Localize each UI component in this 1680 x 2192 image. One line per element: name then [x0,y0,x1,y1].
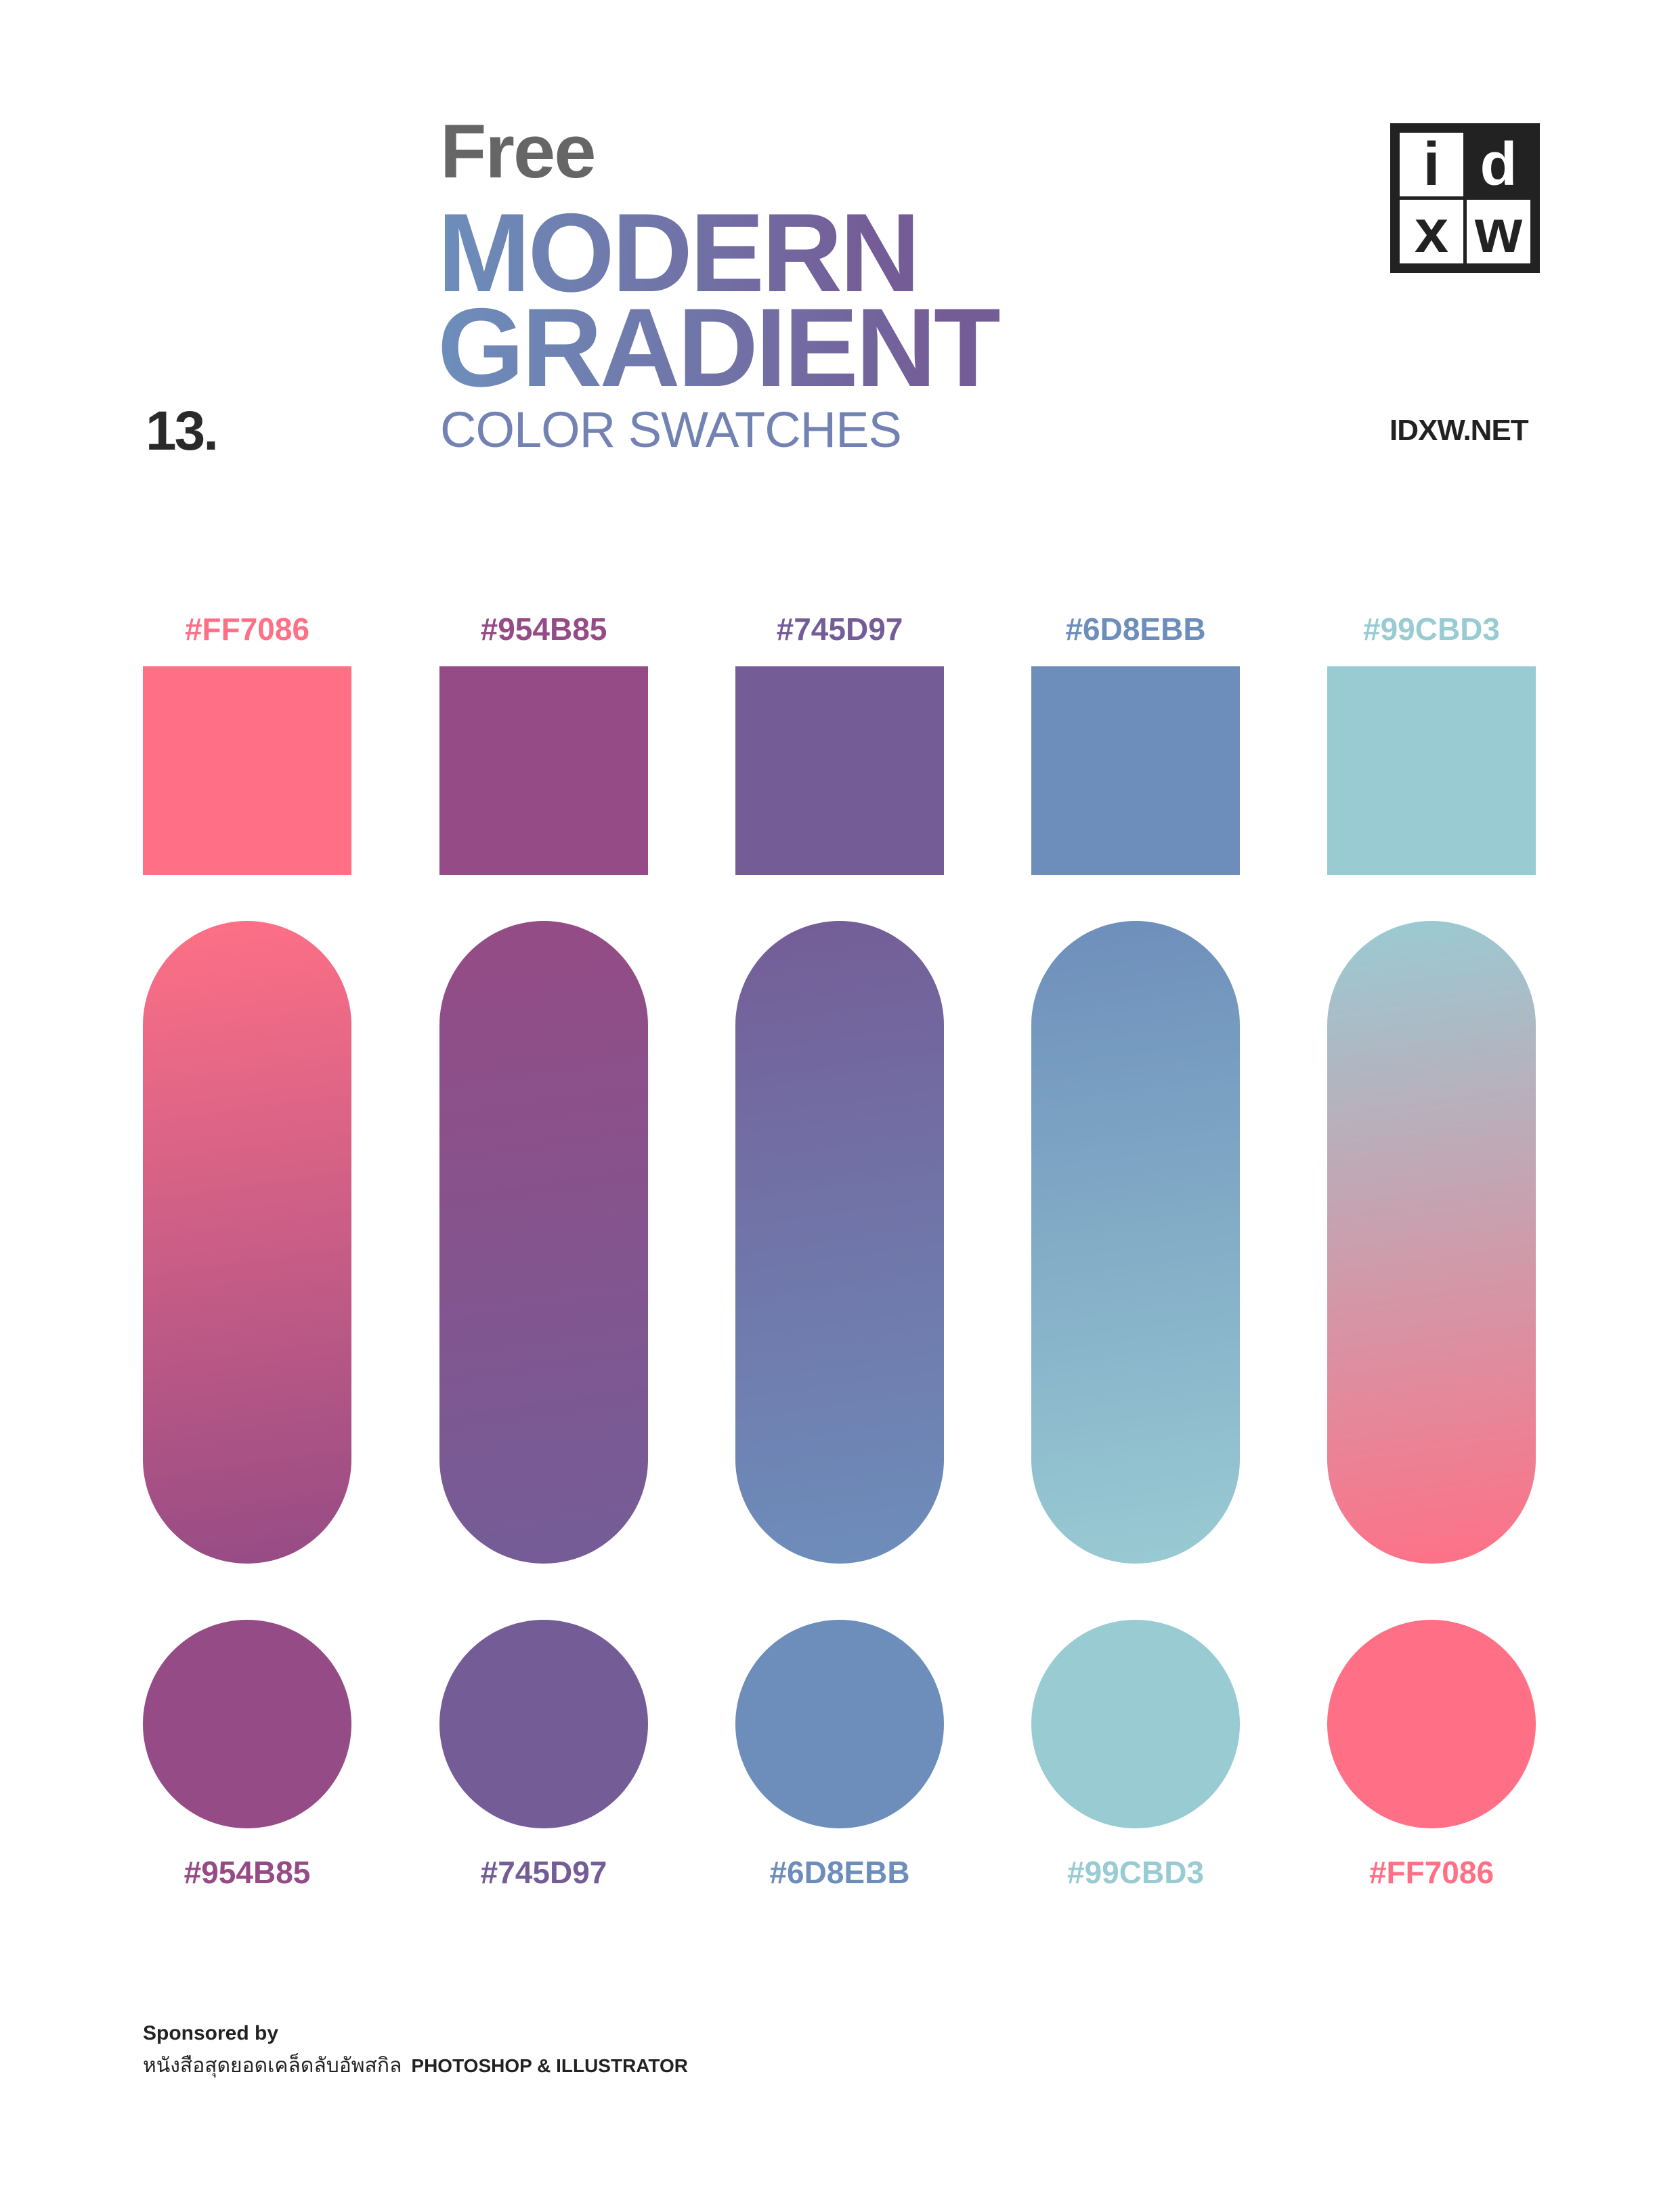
sponsored-by-label: Sponsored by [143,2022,279,2044]
gradient-pill [1327,921,1536,1564]
idxw-logo: i d x w [1390,123,1540,273]
free-label: Free [440,109,597,194]
bottom-hex-label: #745D97 [480,1855,607,1890]
gradient-pill [735,921,944,1564]
gradient-pill [439,921,648,1564]
sponsor-name: หนังสือสุดยอดเคล็ดลับอัพสกิล PHOTOSHOP & … [143,2055,688,2077]
bottom-hex-label: #954B85 [184,1855,311,1890]
top-hex-label: #954B85 [480,611,607,647]
top-hex-label: #745D97 [776,611,903,647]
bottom-hex-label: #FF7086 [1369,1855,1494,1890]
color-circle [439,1620,648,1828]
sponsor-thai: หนังสือสุดยอดเคล็ดลับอัพสกิล [143,2055,402,2077]
sponsor-en: PHOTOSHOP & ILLUSTRATOR [411,2055,689,2076]
top-hex-label: #99CBD3 [1363,611,1500,647]
color-circle [143,1620,351,1828]
logo-letter: w [1467,200,1530,263]
subtitle: COLOR SWATCHES [440,402,902,458]
bottom-hex-label: #6D8EBB [769,1855,910,1890]
top-hex-label: #6D8EBB [1065,611,1206,647]
color-circle [735,1620,944,1828]
color-circle [1031,1620,1240,1828]
color-square [1031,666,1240,875]
logo-letter: i [1400,133,1463,196]
title-line-1: MODERN [437,190,920,315]
logo-letter: x [1400,200,1463,263]
title-line-2: GRADIENT [437,285,1002,410]
site-url: IDXW.NET [1390,414,1529,447]
bottom-hex-label: #99CBD3 [1067,1855,1204,1890]
palette-number: 13. [146,400,219,462]
color-square [735,666,944,875]
color-square [143,666,351,875]
logo-letter: d [1467,133,1530,196]
gradient-pill [143,921,351,1564]
color-square [1327,666,1536,875]
gradient-pill [1031,921,1240,1564]
color-circle [1327,1620,1536,1828]
color-square [439,666,648,875]
top-hex-label: #FF7086 [184,611,310,647]
